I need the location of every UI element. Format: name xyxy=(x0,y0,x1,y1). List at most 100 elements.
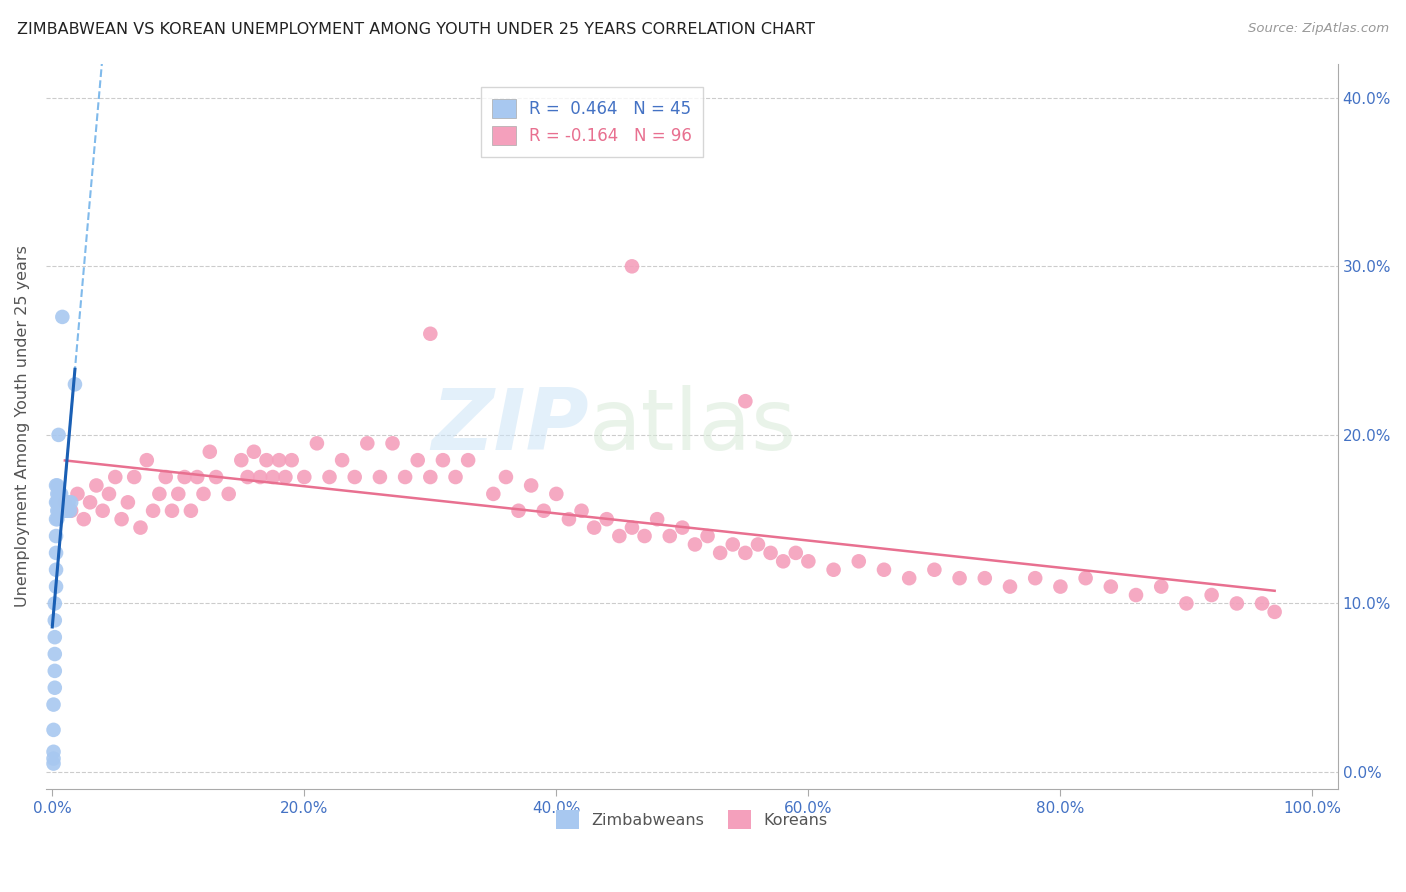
Point xyxy=(457,453,479,467)
Point xyxy=(482,487,505,501)
Point xyxy=(142,504,165,518)
Point xyxy=(558,512,581,526)
Point xyxy=(1099,580,1122,594)
Point xyxy=(823,563,845,577)
Point xyxy=(520,478,543,492)
Point xyxy=(343,470,366,484)
Point xyxy=(46,495,69,509)
Point xyxy=(205,470,228,484)
Point xyxy=(356,436,378,450)
Point xyxy=(1175,597,1198,611)
Point xyxy=(305,436,328,450)
Point xyxy=(45,546,67,560)
Point xyxy=(193,487,215,501)
Point xyxy=(49,495,72,509)
Point xyxy=(42,723,65,737)
Point xyxy=(48,504,70,518)
Point xyxy=(620,260,643,274)
Point xyxy=(42,756,65,771)
Point xyxy=(948,571,970,585)
Point xyxy=(734,394,756,409)
Point xyxy=(249,470,271,484)
Point xyxy=(44,597,66,611)
Point xyxy=(180,504,202,518)
Point xyxy=(1074,571,1097,585)
Point xyxy=(51,504,73,518)
Point xyxy=(52,504,75,518)
Y-axis label: Unemployment Among Youth under 25 years: Unemployment Among Youth under 25 years xyxy=(15,245,30,607)
Point xyxy=(406,453,429,467)
Point xyxy=(292,470,315,484)
Point xyxy=(394,470,416,484)
Point xyxy=(620,520,643,534)
Point xyxy=(495,470,517,484)
Point xyxy=(696,529,718,543)
Text: Source: ZipAtlas.com: Source: ZipAtlas.com xyxy=(1249,22,1389,36)
Point xyxy=(45,495,67,509)
Point xyxy=(44,664,66,678)
Point xyxy=(1024,571,1046,585)
Point xyxy=(49,504,72,518)
Point xyxy=(797,554,820,568)
Point xyxy=(173,470,195,484)
Point xyxy=(633,529,655,543)
Point xyxy=(262,470,284,484)
Point xyxy=(55,504,77,518)
Point xyxy=(924,563,946,577)
Point xyxy=(645,512,668,526)
Point xyxy=(60,495,83,509)
Point xyxy=(658,529,681,543)
Legend: Zimbabweans, Koreans: Zimbabweans, Koreans xyxy=(550,804,834,835)
Point xyxy=(56,504,79,518)
Point xyxy=(117,495,139,509)
Point xyxy=(59,504,82,518)
Point xyxy=(1226,597,1249,611)
Point xyxy=(66,487,89,501)
Point xyxy=(759,546,782,560)
Point xyxy=(747,537,769,551)
Point xyxy=(186,470,208,484)
Point xyxy=(49,495,72,509)
Point xyxy=(48,487,70,501)
Point xyxy=(91,504,114,518)
Point xyxy=(236,470,259,484)
Point xyxy=(73,512,96,526)
Point xyxy=(110,512,132,526)
Point xyxy=(44,630,66,644)
Point xyxy=(231,453,253,467)
Point xyxy=(53,495,76,509)
Point xyxy=(52,495,75,509)
Point xyxy=(46,487,69,501)
Point xyxy=(48,495,70,509)
Point xyxy=(148,487,170,501)
Point xyxy=(42,745,65,759)
Point xyxy=(785,546,807,560)
Point xyxy=(129,520,152,534)
Point xyxy=(1251,597,1274,611)
Point xyxy=(873,563,896,577)
Text: ZIP: ZIP xyxy=(430,385,589,468)
Point xyxy=(167,487,190,501)
Point xyxy=(98,487,121,501)
Point xyxy=(721,537,744,551)
Point xyxy=(419,470,441,484)
Point xyxy=(280,453,302,467)
Point xyxy=(122,470,145,484)
Point xyxy=(45,580,67,594)
Point xyxy=(46,504,69,518)
Point xyxy=(571,504,593,518)
Point xyxy=(58,495,80,509)
Point xyxy=(1125,588,1147,602)
Point xyxy=(86,478,108,492)
Point xyxy=(42,698,65,712)
Point xyxy=(256,453,278,467)
Point xyxy=(160,504,183,518)
Point xyxy=(1150,580,1173,594)
Point xyxy=(734,546,756,560)
Point xyxy=(898,571,921,585)
Point xyxy=(53,495,76,509)
Point xyxy=(49,504,72,518)
Point xyxy=(51,310,73,324)
Point xyxy=(44,613,66,627)
Text: ZIMBABWEAN VS KOREAN UNEMPLOYMENT AMONG YOUTH UNDER 25 YEARS CORRELATION CHART: ZIMBABWEAN VS KOREAN UNEMPLOYMENT AMONG … xyxy=(17,22,815,37)
